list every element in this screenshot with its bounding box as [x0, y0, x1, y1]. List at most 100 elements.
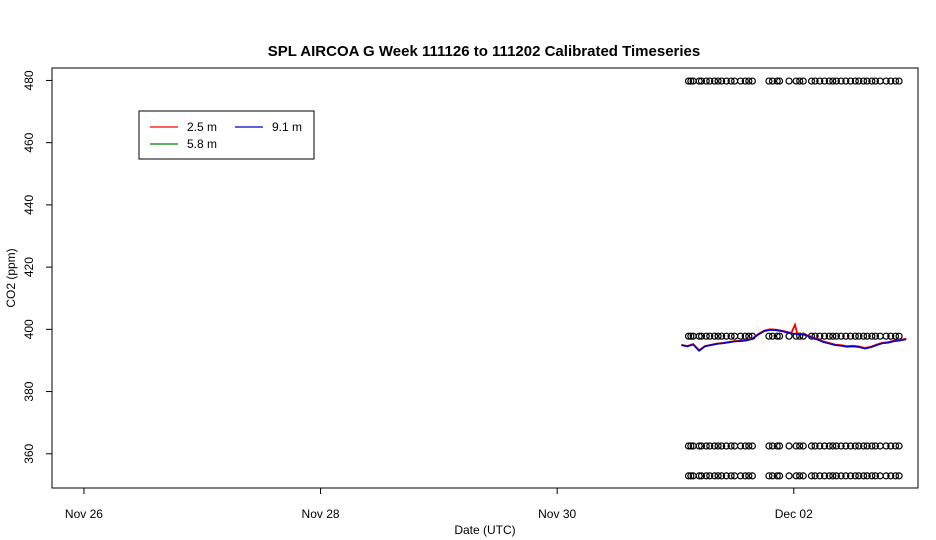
- cal-point-2-22: [792, 442, 800, 450]
- cal-point-2-10: [722, 442, 730, 450]
- cal-point-0-23: [796, 77, 804, 85]
- cal-point-0-15: [745, 77, 753, 85]
- cal-point-3-32: [837, 472, 845, 480]
- x-tick-label: Nov 26: [65, 507, 103, 521]
- cal-point-0-26: [811, 77, 819, 85]
- cal-point-3-16: [748, 472, 756, 480]
- cal-point-2-43: [887, 442, 895, 450]
- cal-point-1-6: [706, 332, 714, 340]
- cal-point-3-20: [775, 472, 784, 480]
- cal-point-2-23: [796, 442, 804, 450]
- y-tick-label: 380: [22, 381, 36, 401]
- cal-point-1-19: [773, 332, 781, 340]
- cal-point-1-43: [887, 332, 895, 340]
- cal-point-3-11: [727, 472, 735, 480]
- cal-point-1-30: [829, 332, 837, 340]
- cal-point-3-40: [871, 472, 880, 480]
- cal-point-0-40: [871, 77, 880, 85]
- cal-point-0-39: [868, 77, 876, 85]
- cal-point-2-44: [891, 442, 900, 450]
- cal-point-2-37: [859, 442, 868, 450]
- cal-point-2-35: [851, 442, 859, 450]
- cal-point-2-17: [765, 442, 773, 450]
- cal-point-0-17: [765, 77, 773, 85]
- y-axis-label: CO2 (ppm): [4, 248, 18, 307]
- cal-point-1-35: [851, 332, 859, 340]
- cal-point-3-38: [863, 472, 871, 480]
- cal-point-0-25: [807, 77, 816, 85]
- cal-point-3-13: [736, 472, 745, 480]
- cal-point-2-30: [829, 442, 837, 450]
- legend-label: 9.1 m: [272, 120, 302, 134]
- cal-point-1-32: [837, 332, 845, 340]
- y-tick-label: 480: [22, 70, 36, 90]
- cal-point-3-8: [714, 472, 722, 480]
- cal-point-1-36: [855, 332, 863, 340]
- cal-point-0-32: [837, 77, 845, 85]
- cal-point-3-42: [882, 472, 890, 480]
- cal-point-0-16: [748, 77, 756, 85]
- cal-point-2-36: [855, 442, 863, 450]
- cal-point-1-29: [825, 332, 833, 340]
- y-tick-label: 400: [22, 319, 36, 339]
- cal-point-0-14: [741, 77, 749, 85]
- cal-point-2-18: [768, 442, 777, 450]
- cal-point-2-27: [816, 442, 824, 450]
- cal-point-2-1: [687, 442, 695, 450]
- cal-point-1-37: [859, 332, 868, 340]
- cal-point-0-11: [727, 77, 735, 85]
- cal-point-2-20: [775, 442, 784, 450]
- cal-point-1-7: [710, 332, 719, 340]
- cal-point-1-40: [871, 332, 880, 340]
- cal-point-0-43: [887, 77, 895, 85]
- cal-point-2-5: [702, 442, 710, 450]
- cal-point-2-26: [811, 442, 819, 450]
- cal-point-0-30: [829, 77, 837, 85]
- cal-point-2-31: [832, 442, 840, 450]
- legend-box: [138, 110, 315, 160]
- y-tick-label: 420: [22, 257, 36, 277]
- cal-point-2-39: [868, 442, 876, 450]
- cal-point-1-11: [727, 332, 735, 340]
- cal-point-3-26: [811, 472, 819, 480]
- cal-point-2-6: [706, 442, 714, 450]
- cal-point-1-3: [695, 332, 703, 340]
- cal-point-2-21: [785, 442, 793, 450]
- cal-point-2-25: [807, 442, 816, 450]
- cal-point-2-14: [741, 442, 749, 450]
- cal-point-1-0: [684, 332, 693, 340]
- cal-point-3-24: [799, 472, 807, 480]
- y-tick-label: 460: [22, 132, 36, 152]
- x-axis-label: Date (UTC): [454, 523, 515, 537]
- cal-point-0-10: [722, 77, 730, 85]
- cal-point-2-15: [745, 442, 753, 450]
- cal-point-1-14: [741, 332, 749, 340]
- cal-point-1-42: [882, 332, 890, 340]
- series-lines: [681, 321, 907, 352]
- cal-point-0-1: [687, 77, 695, 85]
- cal-point-3-10: [722, 472, 730, 480]
- cal-point-1-39: [868, 332, 876, 340]
- cal-point-2-42: [882, 442, 890, 450]
- cal-point-2-13: [736, 442, 745, 450]
- cal-point-0-28: [820, 77, 829, 85]
- cal-point-0-6: [706, 77, 714, 85]
- cal-point-0-36: [855, 77, 863, 85]
- cal-point-3-0: [684, 472, 693, 480]
- cal-point-0-7: [710, 77, 719, 85]
- cal-point-0-0: [684, 77, 693, 85]
- x-tick-label: Nov 28: [302, 507, 340, 521]
- legend: 2.5 m 5.8 m 9.1 m: [138, 110, 315, 160]
- cal-point-0-9: [718, 77, 726, 85]
- cal-point-3-37: [859, 472, 868, 480]
- cal-point-0-24: [799, 77, 807, 85]
- cal-point-2-9: [718, 442, 726, 450]
- cal-point-0-44: [891, 77, 900, 85]
- legend-label: 5.8 m: [187, 137, 217, 151]
- cal-point-0-5: [702, 77, 710, 85]
- cal-point-0-27: [816, 77, 824, 85]
- x-axis: Nov 26 Nov 28 Nov 30 Dec 02: [65, 488, 813, 521]
- series-line-2: [681, 329, 907, 352]
- cal-point-3-4: [697, 472, 706, 480]
